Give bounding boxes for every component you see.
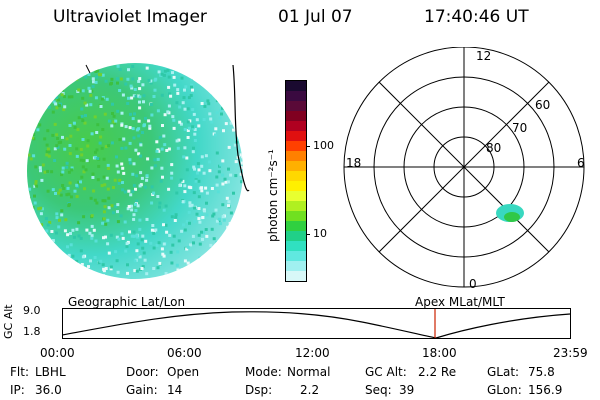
ip-label: IP: bbox=[10, 383, 25, 397]
colorbar-tick-10 bbox=[306, 234, 310, 235]
colorbar-segment bbox=[286, 231, 306, 241]
auroral-spot-inner bbox=[504, 212, 520, 222]
colorbar-segment bbox=[286, 181, 306, 191]
colorbar-label-10: 10 bbox=[313, 227, 327, 240]
mode-value: Normal bbox=[287, 365, 331, 379]
tick-mark bbox=[85, 64, 91, 74]
altitude-plot bbox=[62, 308, 571, 339]
limb-line bbox=[232, 64, 250, 192]
colorbar-segment bbox=[286, 81, 306, 91]
colorbar-segment bbox=[286, 171, 306, 181]
time-tick-1800: 18:00 bbox=[422, 346, 457, 360]
glon-label: GLon: bbox=[487, 383, 522, 397]
color-bar bbox=[285, 80, 307, 282]
colorbar-segment bbox=[286, 211, 306, 221]
mlt-label-18: 18 bbox=[346, 156, 361, 170]
colorbar-unit-label: photon cm⁻²s⁻¹ bbox=[266, 149, 280, 242]
colorbar-label-100: 100 bbox=[313, 139, 334, 152]
observation-time: 17:40:46 UT bbox=[424, 7, 529, 27]
colorbar-segment bbox=[286, 221, 306, 231]
gain-label: Gain: bbox=[126, 383, 158, 397]
flt-value: LBHL bbox=[35, 365, 66, 379]
gcalt-label: GC Alt: bbox=[365, 365, 407, 379]
colorbar-segment bbox=[286, 111, 306, 121]
lat-label-60: 60 bbox=[535, 98, 550, 112]
colorbar-segment bbox=[286, 251, 306, 261]
lat-label-70: 70 bbox=[512, 121, 527, 135]
altitude-plot-frame bbox=[62, 308, 571, 339]
mode-label: Mode: bbox=[245, 365, 282, 379]
instrument-title: Ultraviolet Imager bbox=[53, 7, 207, 27]
colorbar-segment bbox=[286, 261, 306, 271]
colorbar-segment bbox=[286, 91, 306, 101]
observation-date: 01 Jul 07 bbox=[278, 7, 353, 27]
colorbar-segment bbox=[286, 131, 306, 141]
colorbar-segment bbox=[286, 201, 306, 211]
apex-label: Apex MLat/MLT bbox=[415, 295, 505, 309]
time-tick-2359: 23:59 bbox=[553, 346, 588, 360]
flt-label: Flt: bbox=[10, 365, 29, 379]
colorbar-segment bbox=[286, 151, 306, 161]
altitude-axis-label: GC Alt bbox=[2, 304, 15, 339]
polar-plot: 12 18 6 0 60 70 80 bbox=[343, 47, 585, 291]
dsp-value: 2.2 bbox=[300, 383, 320, 397]
altitude-tick-9: 9.0 bbox=[23, 304, 41, 317]
altitude-curve bbox=[62, 311, 571, 339]
ip-value: 36.0 bbox=[35, 383, 62, 397]
earth-image bbox=[27, 63, 250, 279]
colorbar-segment bbox=[286, 191, 306, 201]
colorbar-segment bbox=[286, 101, 306, 111]
seq-label: Seq: bbox=[365, 383, 392, 397]
time-tick-1200: 12:00 bbox=[295, 346, 330, 360]
mlt-label-12: 12 bbox=[476, 49, 491, 63]
gcalt-value: 2.2 Re bbox=[418, 365, 457, 379]
polar-diagonal-2 bbox=[378, 81, 550, 253]
colorbar-tick-100 bbox=[306, 146, 310, 147]
glat-value: 75.8 bbox=[528, 365, 555, 379]
glat-label: GLat: bbox=[487, 365, 520, 379]
gain-value: 14 bbox=[167, 383, 183, 397]
lat-label-80: 80 bbox=[486, 141, 501, 155]
dsp-label: Dsp: bbox=[245, 383, 273, 397]
time-tick-0600: 06:00 bbox=[167, 346, 202, 360]
colorbar-segment bbox=[286, 161, 306, 171]
mlt-label-0: 0 bbox=[469, 277, 477, 291]
glon-value: 156.9 bbox=[528, 383, 563, 397]
door-value: Open bbox=[167, 365, 200, 379]
door-label: Door: bbox=[126, 365, 159, 379]
colorbar-segment bbox=[286, 241, 306, 251]
seq-value: 39 bbox=[399, 383, 415, 397]
colorbar-segment bbox=[286, 121, 306, 131]
altitude-tick-1-8: 1.8 bbox=[23, 325, 41, 338]
time-tick-0000: 00:00 bbox=[40, 346, 75, 360]
colorbar-segment bbox=[286, 271, 306, 281]
geographic-label: Geographic Lat/Lon bbox=[68, 295, 186, 309]
mlt-label-6: 6 bbox=[577, 156, 585, 170]
colorbar-segment bbox=[286, 141, 306, 151]
